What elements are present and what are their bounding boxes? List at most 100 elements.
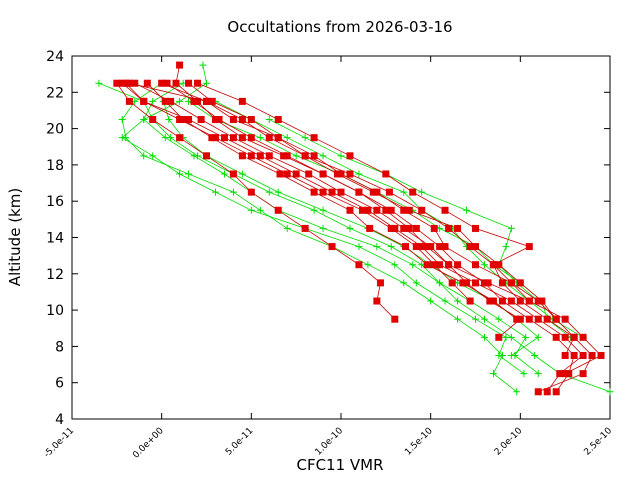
data-point xyxy=(247,188,255,196)
data-point xyxy=(319,206,327,214)
data-point xyxy=(359,206,367,214)
data-point xyxy=(445,261,453,269)
data-point xyxy=(292,170,300,178)
data-point xyxy=(283,170,291,178)
data-point xyxy=(208,134,216,142)
data-point xyxy=(423,261,431,269)
data-point xyxy=(274,134,282,142)
x-axis: -5.0e-11 0.0e+00 5.0e-11 1.0e-10 1.5e-10 2.0e… xyxy=(42,56,614,461)
data-point xyxy=(265,188,273,196)
data-point xyxy=(516,279,524,287)
data-point xyxy=(256,134,264,142)
red-profile-10 xyxy=(118,79,474,305)
data-point xyxy=(552,315,560,323)
green-profile-4 xyxy=(140,79,542,378)
red-profile-9 xyxy=(125,79,560,323)
data-point xyxy=(366,224,374,232)
data-point xyxy=(140,116,148,124)
data-point xyxy=(463,279,471,287)
data-point xyxy=(423,243,431,251)
data-point xyxy=(283,224,291,232)
data-point xyxy=(310,188,318,196)
data-point xyxy=(441,297,449,305)
y-tick-label: 20 xyxy=(46,122,64,138)
data-point xyxy=(436,243,444,251)
data-point xyxy=(199,61,207,69)
data-point xyxy=(140,152,148,160)
x-tick-label: -5.0e-11 xyxy=(42,426,76,460)
red-profile-6 xyxy=(163,79,524,341)
x-tick-label: 5.0e-11 xyxy=(224,426,256,458)
data-point xyxy=(552,388,560,396)
data-point xyxy=(495,333,503,341)
data-point xyxy=(265,116,273,124)
data-point xyxy=(229,116,237,124)
data-point xyxy=(606,388,614,396)
data-point xyxy=(310,134,318,142)
data-point xyxy=(301,134,309,142)
data-point xyxy=(412,243,420,251)
data-point xyxy=(534,388,542,396)
data-point xyxy=(597,351,605,359)
series-line xyxy=(116,82,396,320)
data-point xyxy=(190,152,198,160)
plot-frame xyxy=(71,55,611,420)
red-profile-11 xyxy=(143,79,521,323)
y-tick-label: 22 xyxy=(46,85,64,101)
y-tick-label: 18 xyxy=(46,158,64,174)
data-point xyxy=(463,206,471,214)
data-point xyxy=(472,261,479,269)
series-line xyxy=(98,82,611,393)
data-point xyxy=(238,97,246,105)
data-point xyxy=(409,188,417,196)
data-point xyxy=(525,243,533,251)
data-point xyxy=(276,170,284,178)
red-profile-2 xyxy=(158,79,596,396)
data-point xyxy=(409,261,417,269)
data-point xyxy=(165,116,173,124)
data-point xyxy=(149,116,157,124)
data-point xyxy=(176,134,184,142)
data-point xyxy=(208,97,216,105)
data-point xyxy=(194,79,202,87)
data-point xyxy=(454,315,462,323)
data-point xyxy=(122,79,130,87)
red-profile-1 xyxy=(172,61,578,396)
red-profile-3 xyxy=(122,79,587,396)
data-point xyxy=(179,116,187,124)
y-axis-title: Altitude (km) xyxy=(6,188,24,286)
data-point xyxy=(158,79,166,87)
data-point xyxy=(283,134,291,142)
data-point xyxy=(238,152,246,160)
data-point xyxy=(502,333,510,341)
data-point xyxy=(445,224,453,232)
data-point xyxy=(430,261,438,269)
series-line xyxy=(147,82,517,320)
data-point xyxy=(113,79,121,87)
series-line xyxy=(188,82,575,356)
data-point xyxy=(402,243,410,251)
data-point xyxy=(319,170,327,178)
data-point xyxy=(211,134,219,142)
x-tick-label: 1.0e-10 xyxy=(314,426,346,458)
data-point xyxy=(355,261,363,269)
data-point xyxy=(346,152,354,160)
data-point xyxy=(283,152,291,160)
data-point xyxy=(480,333,488,341)
data-point xyxy=(176,97,184,105)
data-point xyxy=(176,116,184,124)
data-point xyxy=(525,297,533,305)
data-point xyxy=(480,315,488,323)
data-point xyxy=(140,97,148,105)
data-point xyxy=(418,188,426,196)
data-point xyxy=(176,61,184,69)
data-point xyxy=(480,279,488,287)
series-line xyxy=(121,65,525,374)
data-point xyxy=(319,152,327,160)
data-point xyxy=(203,79,210,87)
data-point xyxy=(400,206,408,214)
data-point xyxy=(382,170,390,178)
data-point xyxy=(185,116,193,124)
data-point xyxy=(513,388,521,396)
y-tick-label: 14 xyxy=(46,231,64,247)
